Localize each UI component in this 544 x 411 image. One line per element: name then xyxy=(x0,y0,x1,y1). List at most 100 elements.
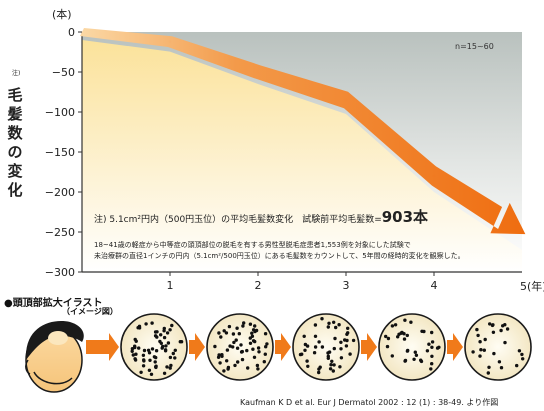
hair-dot xyxy=(163,372,166,375)
y-axis-ticks: 0 −50 −100 −150 −200 −250 −300 xyxy=(45,26,82,279)
hair-dot xyxy=(253,324,256,327)
hair-dot xyxy=(236,347,239,350)
scalp-disc xyxy=(293,314,359,380)
hair-dot xyxy=(236,360,239,363)
hair-dot xyxy=(313,351,316,354)
hair-dot xyxy=(387,337,390,340)
scalp-density-stages xyxy=(86,314,531,380)
hair-dot xyxy=(239,343,242,346)
hair-dot xyxy=(132,353,135,356)
hair-dot xyxy=(403,337,406,340)
hair-dot xyxy=(345,339,348,342)
stage-arrow xyxy=(189,333,205,361)
y-axis-note-marker: 注) xyxy=(12,68,20,77)
hair-dot xyxy=(422,330,425,333)
hair-dot xyxy=(492,331,495,334)
hair-dot xyxy=(327,357,330,360)
hair-dot xyxy=(150,321,153,324)
hair-dot xyxy=(163,327,166,330)
hair-dot xyxy=(169,356,172,359)
hair-dot xyxy=(174,349,177,352)
data-point xyxy=(345,99,348,102)
hair-dot xyxy=(257,346,260,349)
hair-dot xyxy=(165,365,168,368)
hair-dot xyxy=(172,352,175,355)
hair-dot xyxy=(430,346,433,349)
hair-dot xyxy=(154,356,157,359)
hair-dot xyxy=(332,321,335,324)
hair-dot xyxy=(166,331,169,334)
hair-dot xyxy=(403,319,406,322)
chart-note: 注) 5.1cm²円内（500円玉位）の平均毛髪数変化 試験前平均毛髪数=903… xyxy=(94,206,428,227)
hair-dot xyxy=(305,359,308,362)
hair-dot xyxy=(242,321,245,324)
hair-dot xyxy=(492,352,495,355)
sample-size-label: n=15~60 xyxy=(455,42,494,51)
hair-dot xyxy=(163,336,166,339)
hair-dot xyxy=(179,340,182,343)
hair-dot xyxy=(222,369,225,372)
hair-dot xyxy=(352,339,355,342)
hair-dot xyxy=(518,349,521,352)
hair-dot xyxy=(250,332,253,335)
hair-dot xyxy=(340,356,343,359)
hair-dot xyxy=(478,354,481,357)
hair-dot xyxy=(253,356,256,359)
hair-dot xyxy=(483,349,486,352)
stage-arrow xyxy=(447,333,463,361)
hair-dot xyxy=(135,340,138,343)
hair-dot xyxy=(488,322,491,325)
y-axis-unit: (本) xyxy=(52,6,72,22)
hair-dot xyxy=(139,371,142,374)
scalp-disc xyxy=(121,314,187,380)
hair-dot xyxy=(332,369,335,372)
hair-dot xyxy=(521,357,524,360)
hair-dot xyxy=(471,350,474,353)
hair-dot xyxy=(142,364,145,367)
hair-dot xyxy=(150,373,153,376)
hair-dot xyxy=(406,334,409,337)
hair-dot xyxy=(329,363,332,366)
hair-dot xyxy=(394,323,397,326)
hair-dot xyxy=(170,324,173,327)
hair-dot xyxy=(479,348,482,351)
scalp-disc xyxy=(207,314,273,380)
hair-dot xyxy=(491,323,494,326)
hair-dot xyxy=(476,334,479,337)
hair-dot xyxy=(167,341,170,344)
x-axis-ticks: 1234 xyxy=(167,272,438,292)
hair-dot xyxy=(161,346,164,349)
y-tick-label: −250 xyxy=(45,226,75,239)
hair-dot xyxy=(133,346,136,349)
hair-dot xyxy=(327,322,330,325)
study-description-line: 未治療群の直径1インチの円内（5.1cm²/500円玉位）にある毛髪数をカウント… xyxy=(94,251,534,262)
y-tick-label: 0 xyxy=(68,26,75,39)
hair-dot xyxy=(320,317,323,320)
hair-dot xyxy=(154,365,157,368)
hair-dot xyxy=(346,331,349,334)
hair-dot xyxy=(232,332,235,335)
y-tick-label: −50 xyxy=(52,66,75,79)
hair-dot xyxy=(303,335,306,338)
hair-dot xyxy=(255,329,258,332)
hair-dot xyxy=(314,335,317,338)
hair-dot xyxy=(419,359,422,362)
hair-dot xyxy=(228,325,231,328)
hair-dot xyxy=(154,330,157,333)
hair-dot xyxy=(235,327,238,330)
hair-dot xyxy=(314,345,317,348)
hair-dot xyxy=(333,337,336,340)
hair-dot xyxy=(332,363,335,366)
hair-dot xyxy=(303,349,306,352)
hair-dot xyxy=(235,338,238,341)
hair-dot xyxy=(345,344,348,347)
hair-dot xyxy=(142,354,145,357)
hair-dot xyxy=(246,366,249,369)
hair-dot xyxy=(148,359,151,362)
citation: Kaufman K D et al. Eur J Dermatol 2002 :… xyxy=(240,397,498,408)
data-point xyxy=(257,71,260,74)
hair-dot xyxy=(245,349,248,352)
hair-dot xyxy=(164,344,167,347)
head-illustration xyxy=(26,321,84,392)
hair-dot xyxy=(506,327,509,330)
